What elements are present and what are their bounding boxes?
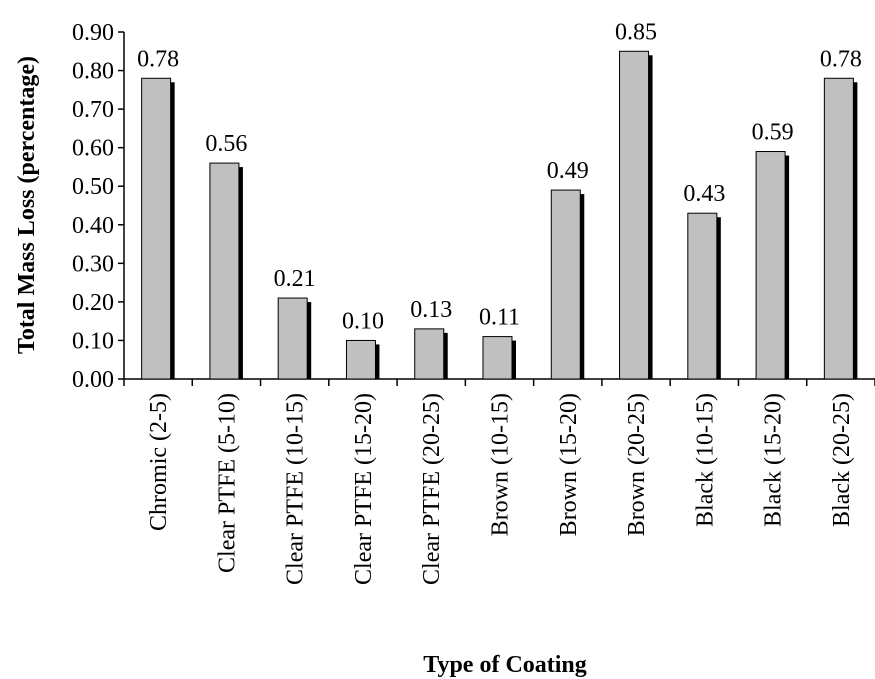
x-category-labels: Chromic (2-5) Clear PTFE (5-10) Clear PTFE… <box>146 393 855 585</box>
data-labels: 0.78 0.56 0.21 0.10 0.13 0.11 0.49 0.85 0.43 0.59… <box>137 19 862 334</box>
x-category-label: Clear PTFE (10-15) <box>283 393 309 585</box>
data-label: 0.85 <box>615 19 657 45</box>
bar <box>619 50 650 380</box>
x-axis-title: Type of Coating <box>423 652 587 678</box>
y-ticks: 0.00 0.10 0.20 0.30 0.40 0.50 0.60 0.70 0.80 0.90 <box>72 20 124 393</box>
y-tick-label: 0.00 <box>72 367 114 393</box>
y-tick-label: 0.30 <box>72 251 114 277</box>
bar <box>141 77 172 380</box>
data-label: 0.13 <box>410 297 452 323</box>
x-category-label: Clear PTFE (5-10) <box>214 393 240 573</box>
bar <box>823 77 854 380</box>
x-category-label: Clear PTFE (20-25) <box>419 393 445 585</box>
data-label: 0.21 <box>274 266 316 292</box>
data-label: 0.78 <box>820 46 862 72</box>
bar <box>550 189 581 380</box>
bar <box>482 336 513 380</box>
bar <box>277 297 308 380</box>
data-label: 0.10 <box>342 308 384 334</box>
y-tick-label: 0.10 <box>72 328 114 354</box>
data-label: 0.49 <box>547 158 589 184</box>
x-category-label: Clear PTFE (15-20) <box>351 393 377 585</box>
x-category-label: Brown (10-15) <box>488 393 514 536</box>
bar <box>755 151 786 380</box>
bar <box>687 212 718 380</box>
data-label: 0.78 <box>137 46 179 72</box>
y-tick-label: 0.20 <box>72 290 114 316</box>
bar <box>345 339 376 380</box>
y-tick-label: 0.60 <box>72 136 114 162</box>
data-label: 0.11 <box>479 305 520 331</box>
bar <box>414 328 445 380</box>
bars <box>141 50 858 380</box>
y-tick-label: 0.80 <box>72 59 114 85</box>
x-category-label: Brown (20-25) <box>624 393 650 536</box>
x-category-label: Brown (15-20) <box>556 393 582 536</box>
y-tick-label: 0.50 <box>72 174 114 200</box>
y-tick-label: 0.90 <box>72 20 114 46</box>
data-label: 0.56 <box>205 131 247 157</box>
x-category-label: Black (10-15) <box>692 393 718 527</box>
data-label: 0.43 <box>683 181 725 207</box>
y-tick-label: 0.70 <box>72 97 114 123</box>
x-category-label: Chromic (2-5) <box>146 393 172 531</box>
y-tick-label: 0.40 <box>72 213 114 239</box>
bar <box>209 162 240 380</box>
data-label: 0.59 <box>752 120 794 146</box>
x-category-label: Black (15-20) <box>761 393 787 527</box>
x-category-label: Black (20-25) <box>829 393 855 527</box>
y-axis-title: Total Mass Loss (percentage) <box>14 56 40 354</box>
